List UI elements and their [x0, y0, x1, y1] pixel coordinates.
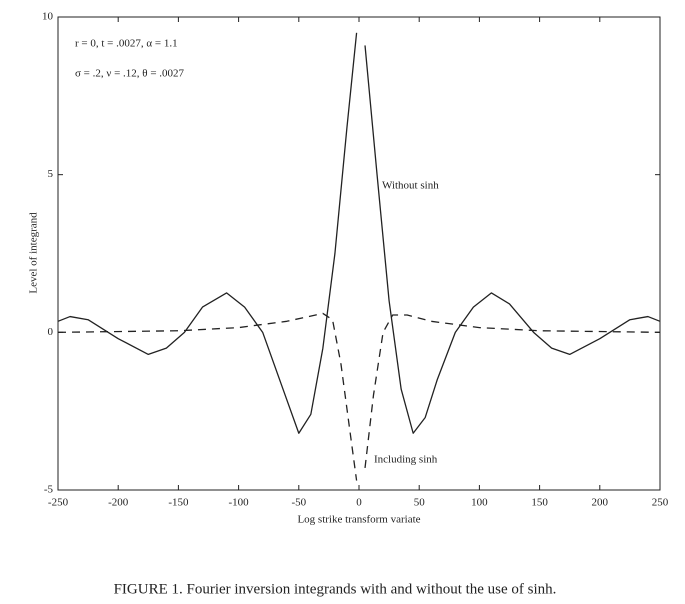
- x-tick-label: 250: [652, 497, 669, 509]
- series-label: Without sinh: [382, 180, 439, 192]
- x-tick-label: 50: [414, 497, 426, 509]
- x-tick-label: -50: [291, 497, 306, 509]
- y-tick-label: 10: [42, 11, 54, 23]
- x-tick-label: -100: [229, 497, 250, 509]
- x-tick-label: -200: [108, 497, 129, 509]
- x-tick-label: 0: [356, 497, 362, 509]
- x-tick-label: 150: [531, 497, 548, 509]
- annotation: r = 0, t = .0027, α = 1.1: [75, 38, 178, 50]
- x-tick-label: 200: [592, 497, 609, 509]
- annotation: σ = .2, ν = .12, θ = .0027: [75, 68, 185, 80]
- series-label: Including sinh: [374, 454, 438, 466]
- caption: FIGURE 1. Fourier inversion integrands w…: [114, 581, 557, 597]
- plot-frame: [57, 16, 661, 491]
- y-axis-label: Level of integrand: [28, 212, 40, 294]
- y-tick-label: -5: [44, 484, 54, 496]
- y-tick-label: 0: [48, 326, 54, 338]
- y-tick-label: 5: [48, 168, 54, 180]
- x-axis-label: Log strike transform variate: [297, 514, 420, 526]
- x-tick-label: -250: [48, 497, 69, 509]
- series-line: [57, 32, 661, 434]
- x-tick-label: 100: [471, 497, 488, 509]
- series-line: [57, 312, 661, 481]
- x-tick-label: -150: [168, 497, 189, 509]
